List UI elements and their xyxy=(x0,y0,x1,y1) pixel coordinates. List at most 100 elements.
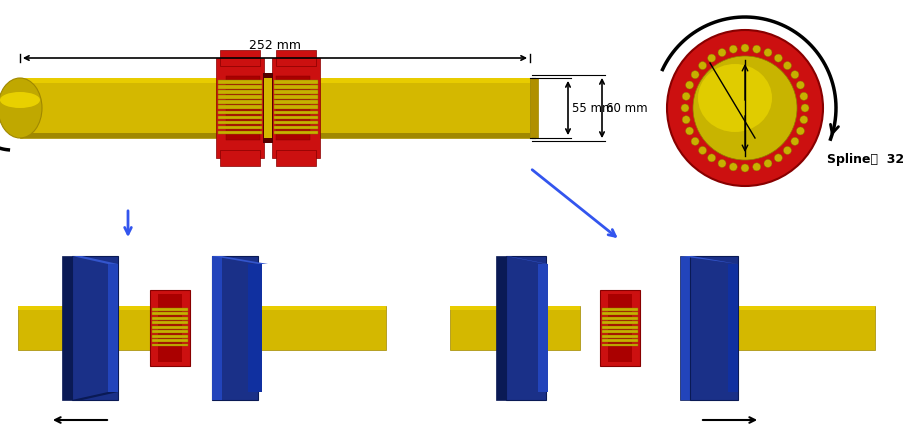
Ellipse shape xyxy=(729,163,737,171)
Bar xyxy=(689,256,737,400)
Ellipse shape xyxy=(740,44,749,52)
Ellipse shape xyxy=(717,159,725,167)
Bar xyxy=(212,256,222,400)
Ellipse shape xyxy=(691,138,698,145)
Bar xyxy=(263,73,273,143)
Bar xyxy=(274,95,318,99)
Bar xyxy=(601,317,638,320)
Bar xyxy=(218,85,262,88)
Bar xyxy=(150,290,190,366)
Text: 60 mm: 60 mm xyxy=(605,102,647,114)
Bar xyxy=(274,85,318,88)
Bar xyxy=(601,308,638,311)
Bar xyxy=(152,312,188,315)
Polygon shape xyxy=(679,256,737,264)
Bar xyxy=(274,80,318,84)
Ellipse shape xyxy=(684,127,693,135)
Bar xyxy=(275,50,316,66)
Bar xyxy=(274,121,318,124)
Bar xyxy=(601,312,638,315)
Ellipse shape xyxy=(783,62,790,70)
Ellipse shape xyxy=(0,78,42,138)
Bar xyxy=(450,306,580,310)
Ellipse shape xyxy=(691,71,698,79)
Polygon shape xyxy=(212,256,267,264)
Ellipse shape xyxy=(799,92,807,100)
Bar xyxy=(529,78,537,138)
Ellipse shape xyxy=(698,146,706,155)
Ellipse shape xyxy=(763,159,771,167)
Bar xyxy=(20,78,529,138)
Bar xyxy=(264,78,272,138)
Bar xyxy=(152,343,188,346)
Bar xyxy=(601,326,638,329)
Ellipse shape xyxy=(682,92,689,100)
Bar xyxy=(219,150,260,166)
Bar xyxy=(275,150,316,166)
Ellipse shape xyxy=(682,116,689,124)
Bar xyxy=(212,256,257,400)
Polygon shape xyxy=(506,256,547,264)
Bar xyxy=(20,78,529,83)
Bar xyxy=(158,294,182,362)
Ellipse shape xyxy=(707,54,715,62)
Bar xyxy=(274,100,318,104)
Bar xyxy=(274,110,318,114)
Ellipse shape xyxy=(752,45,759,53)
Text: Spline이  327개: Spline이 327개 xyxy=(826,153,903,166)
Bar xyxy=(219,50,260,66)
Ellipse shape xyxy=(666,30,822,186)
Bar xyxy=(218,100,262,104)
Bar xyxy=(450,306,580,350)
Bar xyxy=(679,256,689,400)
Bar xyxy=(601,321,638,324)
Ellipse shape xyxy=(790,138,798,145)
Ellipse shape xyxy=(790,71,798,79)
Ellipse shape xyxy=(763,49,771,57)
Ellipse shape xyxy=(684,81,693,89)
Bar xyxy=(20,133,529,138)
Ellipse shape xyxy=(740,164,749,172)
Bar xyxy=(237,306,386,310)
Bar xyxy=(18,306,166,350)
Bar xyxy=(274,106,318,109)
Bar xyxy=(275,76,310,140)
Ellipse shape xyxy=(800,104,808,112)
Bar xyxy=(72,256,118,400)
Ellipse shape xyxy=(680,104,688,112)
Bar xyxy=(506,256,545,400)
Text: 252 mm: 252 mm xyxy=(248,39,301,52)
Bar xyxy=(601,339,638,342)
Bar xyxy=(218,121,262,124)
Bar xyxy=(152,321,188,324)
Ellipse shape xyxy=(774,154,781,162)
Bar xyxy=(218,126,262,129)
Ellipse shape xyxy=(799,116,807,124)
Bar xyxy=(496,256,506,400)
Ellipse shape xyxy=(693,56,796,160)
Bar xyxy=(608,294,631,362)
Bar xyxy=(152,335,188,338)
Bar xyxy=(699,306,874,310)
Bar xyxy=(218,116,262,119)
Polygon shape xyxy=(216,58,264,158)
Bar xyxy=(727,264,737,392)
Ellipse shape xyxy=(796,81,804,89)
Polygon shape xyxy=(272,58,320,158)
Bar xyxy=(218,110,262,114)
Bar xyxy=(537,264,547,392)
Bar xyxy=(218,106,262,109)
Bar xyxy=(218,80,262,84)
Bar xyxy=(699,306,874,350)
Bar xyxy=(247,264,262,392)
Bar xyxy=(265,78,271,138)
Bar xyxy=(152,339,188,342)
Polygon shape xyxy=(72,256,118,264)
Text: 55 mm: 55 mm xyxy=(572,102,613,114)
Ellipse shape xyxy=(0,92,40,108)
Bar xyxy=(274,90,318,94)
Ellipse shape xyxy=(697,64,771,132)
Bar xyxy=(226,76,260,140)
Bar xyxy=(152,317,188,320)
Bar xyxy=(218,131,262,134)
